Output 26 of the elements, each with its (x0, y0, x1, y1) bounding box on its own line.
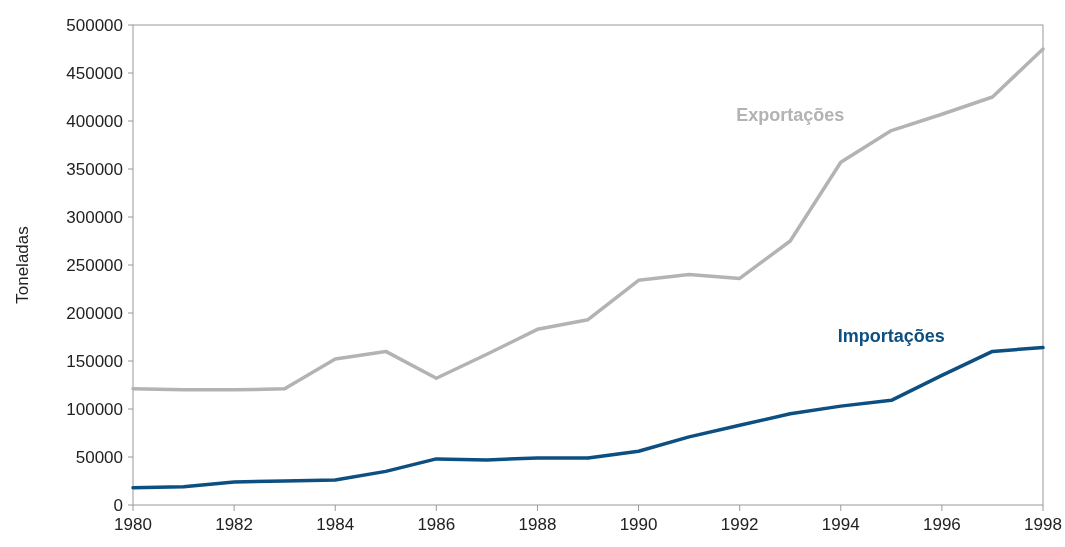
x-tick-label: 1988 (518, 515, 557, 534)
x-tick-label: 1998 (1024, 515, 1062, 534)
y-tick-label: 300000 (66, 207, 123, 227)
x-tick-label: 1984 (316, 515, 355, 534)
y-tick-label: 100000 (66, 399, 123, 419)
line-series (131, 345, 1045, 490)
x-tick-label: 1992 (720, 515, 759, 534)
x-tick-label: 1986 (417, 515, 456, 534)
y-tick-label: 200000 (66, 303, 123, 323)
y-tick-label: 50000 (75, 447, 123, 467)
line-series (131, 47, 1045, 392)
x-tick-label: 1982 (215, 515, 254, 534)
x-tick-label: 1996 (922, 515, 961, 534)
y-tick-label: 500000 (66, 15, 123, 35)
y-tick-label: 450000 (66, 63, 123, 83)
x-tick-label: 1980 (114, 515, 152, 534)
y-tick-label: 0 (113, 495, 123, 515)
y-tick-label: 350000 (66, 159, 123, 179)
y-axis-title: Toneladas (13, 226, 32, 304)
series-label: Importações (837, 326, 945, 347)
x-tick-label: 1994 (821, 515, 860, 534)
series-label: Exportações (736, 105, 845, 125)
y-tick-label: 150000 (66, 351, 123, 371)
y-tick-label: 400000 (66, 111, 123, 131)
x-tick-label: 1990 (619, 515, 658, 534)
y-tick-label: 250000 (66, 255, 123, 275)
